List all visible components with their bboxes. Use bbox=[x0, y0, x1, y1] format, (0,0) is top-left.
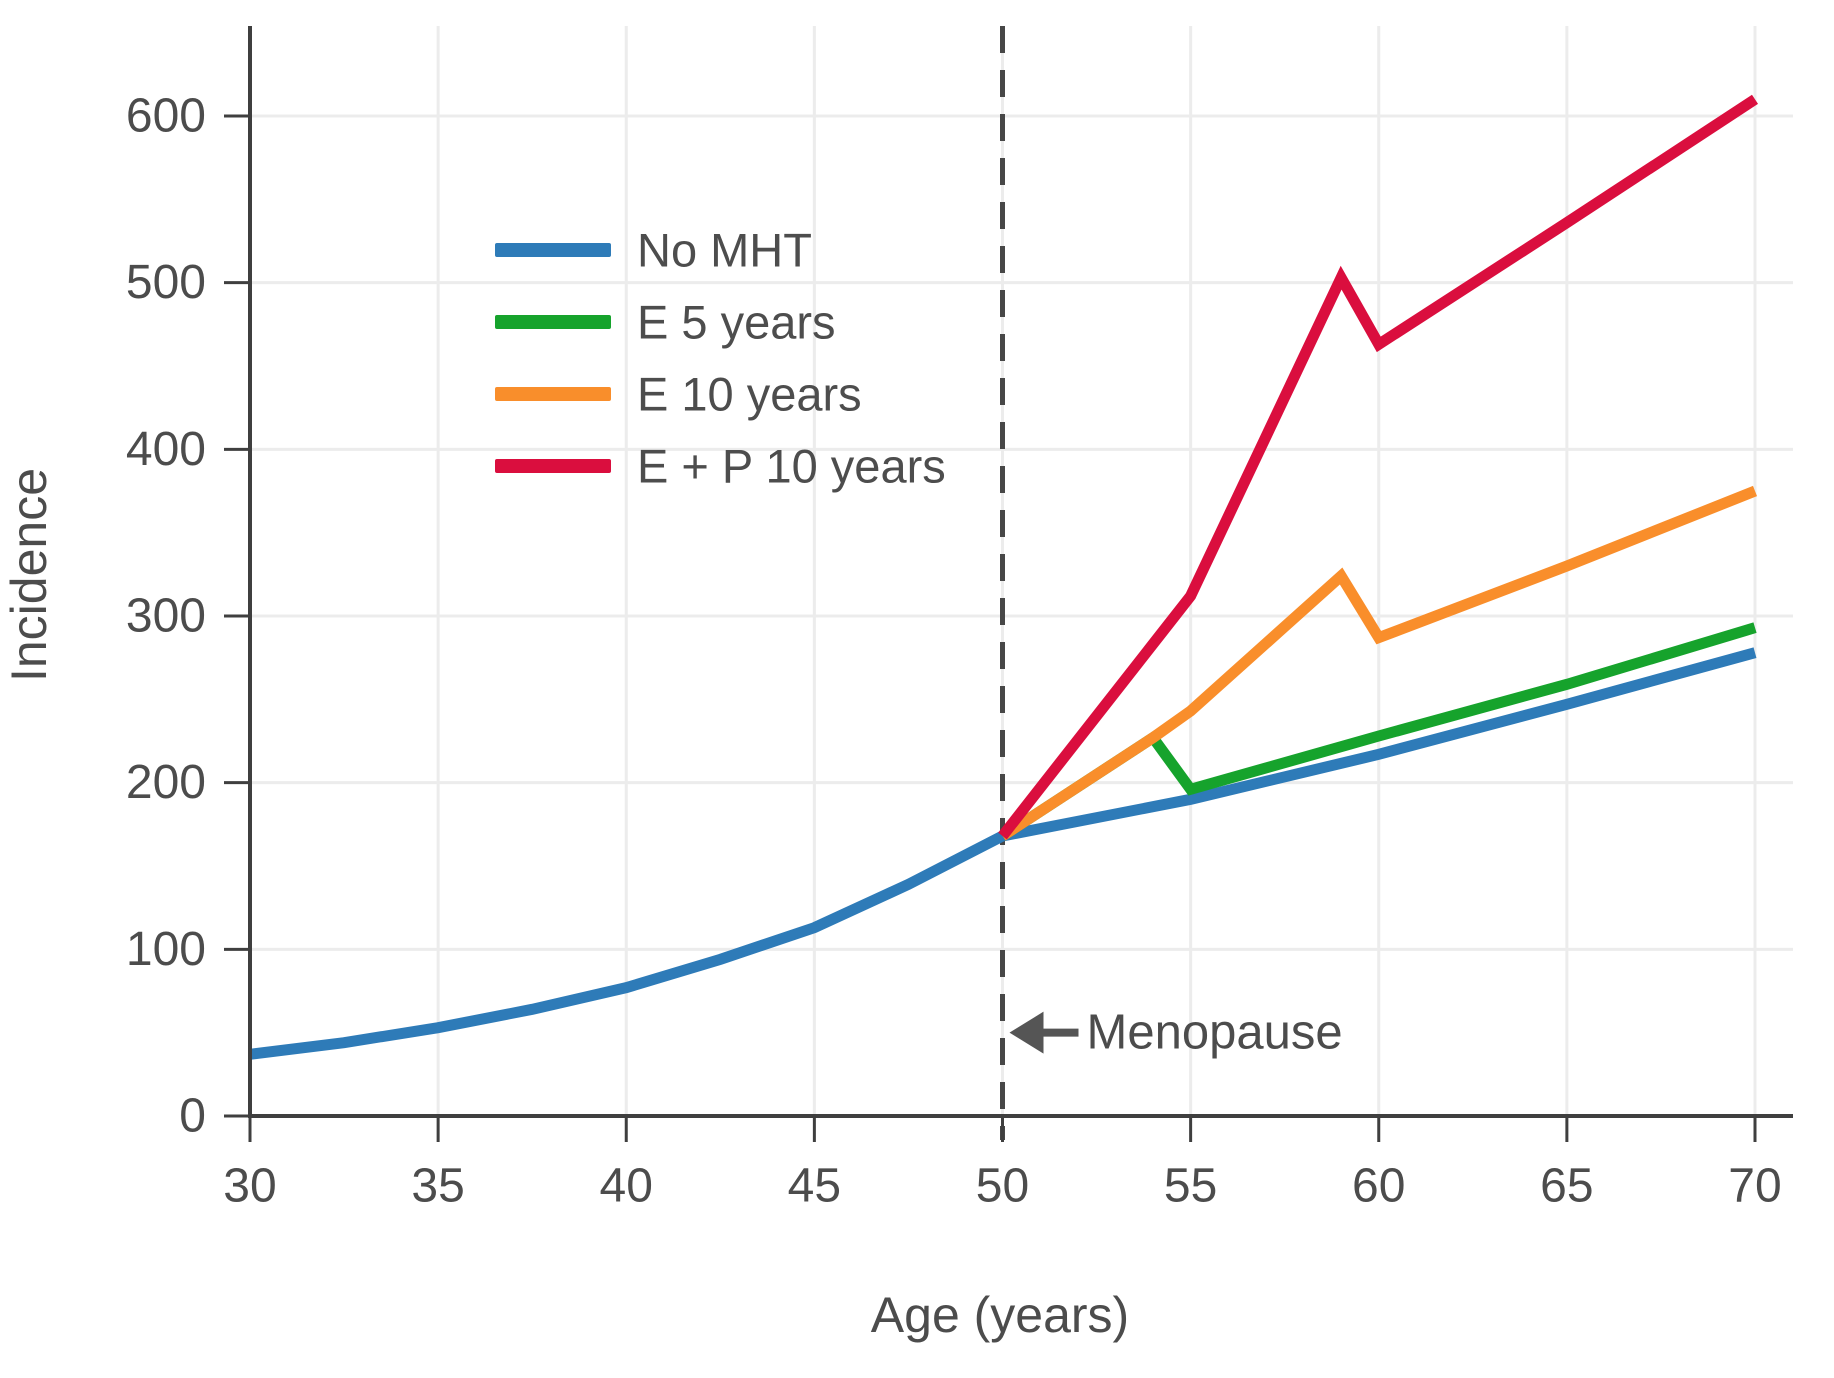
legend-label-1: E 5 years bbox=[637, 296, 836, 349]
menopause-annotation: Menopause bbox=[1009, 1006, 1343, 1060]
y-tick-label-300: 300 bbox=[126, 590, 206, 643]
y-tick-label-100: 100 bbox=[126, 923, 206, 976]
x-tick-label-50: 50 bbox=[976, 1160, 1029, 1213]
x-tick-label-40: 40 bbox=[600, 1160, 653, 1213]
legend-item-e-p-10-years: E + P 10 years bbox=[495, 440, 946, 493]
series-layer bbox=[249, 94, 1759, 1060]
y-axis-title: Incidence bbox=[1, 468, 57, 682]
legend-item-no-mht: No MHT bbox=[495, 224, 812, 277]
x-tick-label-65: 65 bbox=[1540, 1160, 1593, 1213]
x-tick-label-30: 30 bbox=[223, 1160, 276, 1213]
y-tick-label-200: 200 bbox=[126, 756, 206, 809]
y-tick-label-500: 500 bbox=[126, 256, 206, 309]
x-tick-label-60: 60 bbox=[1352, 1160, 1405, 1213]
menopause-arrow-head-icon bbox=[1009, 1011, 1044, 1054]
grid-layer bbox=[250, 26, 1793, 1116]
series-line-no-mht bbox=[249, 647, 1757, 1060]
tick-label-layer: 30 35 40 45 50 55 60 65 70 0 100 200 300 400 500 600 bbox=[126, 90, 1782, 1213]
series-line-e-p-10-years bbox=[998, 94, 1759, 840]
legend-label-2: E 10 years bbox=[637, 368, 862, 421]
legend-label-3: E + P 10 years bbox=[637, 440, 946, 493]
y-tick-label-600: 600 bbox=[126, 90, 206, 143]
y-tick-label-0: 0 bbox=[179, 1090, 206, 1143]
legend-swatch-1 bbox=[495, 315, 611, 329]
legend-item-e-10-years: E 10 years bbox=[495, 368, 862, 421]
y-tick-label-400: 400 bbox=[126, 423, 206, 476]
x-tick-label-45: 45 bbox=[788, 1160, 841, 1213]
legend: No MHT E 5 years E 10 years E + P 10 years bbox=[495, 224, 946, 493]
axis-layer bbox=[248, 26, 1793, 1118]
legend-swatch-0 bbox=[495, 243, 611, 257]
x-axis-title: Age (years) bbox=[871, 1287, 1129, 1343]
x-tick-label-35: 35 bbox=[411, 1160, 464, 1213]
legend-item-e-5-years: E 5 years bbox=[495, 296, 836, 349]
x-tick-label-70: 70 bbox=[1728, 1160, 1781, 1213]
legend-swatch-2 bbox=[495, 387, 611, 401]
x-tick-label-55: 55 bbox=[1164, 1160, 1217, 1213]
legend-label-0: No MHT bbox=[637, 224, 812, 277]
tick-layer bbox=[224, 114, 1757, 1142]
series-line-e-10-years bbox=[999, 485, 1758, 841]
legend-swatch-3 bbox=[495, 459, 611, 473]
menopause-label: Menopause bbox=[1087, 1006, 1343, 1060]
